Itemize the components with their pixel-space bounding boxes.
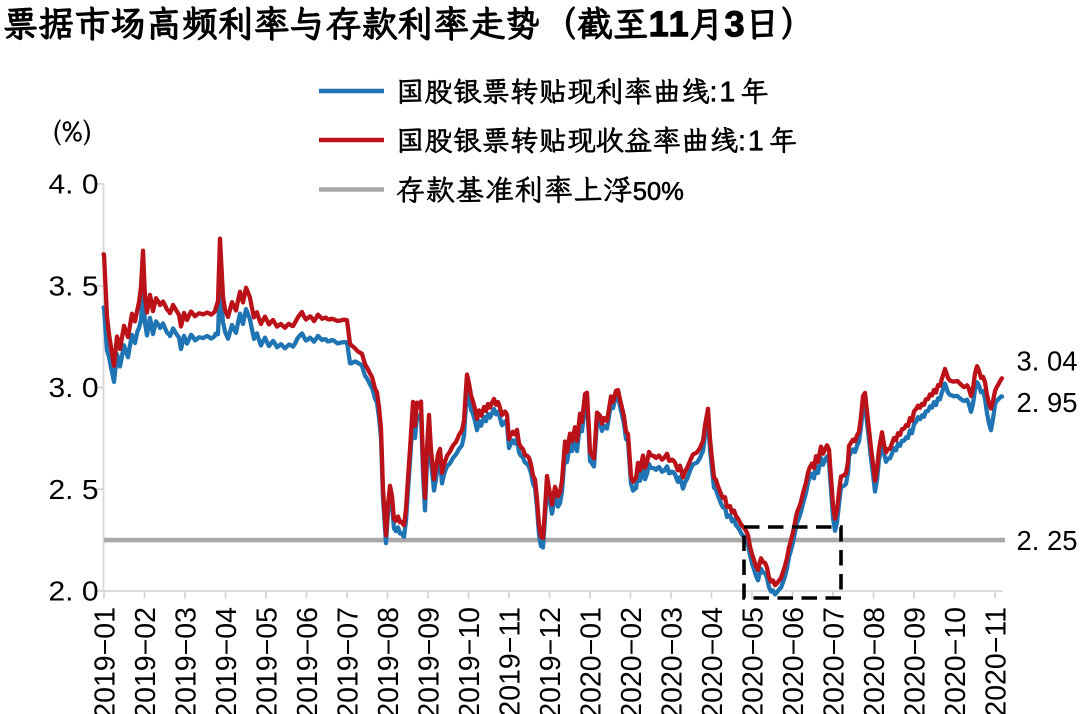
svg-text:2019−12: 2019−12 <box>535 607 567 714</box>
svg-text:2019−03: 2019−03 <box>170 607 202 714</box>
svg-text:3. 5: 3. 5 <box>49 270 99 301</box>
svg-text:2019−08: 2019−08 <box>373 607 405 714</box>
svg-text:2020−10: 2020−10 <box>940 607 972 714</box>
svg-text:2020−06: 2020−06 <box>778 607 810 714</box>
svg-text:2019−07: 2019−07 <box>332 607 364 714</box>
svg-text:2019−09: 2019−09 <box>413 607 445 714</box>
svg-text:2020−02: 2020−02 <box>616 607 648 714</box>
svg-text:2019−05: 2019−05 <box>251 607 283 714</box>
svg-text:2020−07: 2020−07 <box>818 607 850 714</box>
svg-text:2020−11: 2020−11 <box>980 607 1012 714</box>
svg-text:2020−01: 2020−01 <box>575 607 607 714</box>
svg-text:2. 5: 2. 5 <box>49 474 99 505</box>
svg-text:2020−04: 2020−04 <box>697 607 729 714</box>
svg-text:2019−04: 2019−04 <box>211 607 243 714</box>
svg-text:2. 95: 2. 95 <box>1017 387 1078 418</box>
svg-text:2020−05: 2020−05 <box>737 607 769 714</box>
svg-text:2019−01: 2019−01 <box>89 607 121 714</box>
svg-text:2020−09: 2020−09 <box>899 607 931 714</box>
svg-text:2020−03: 2020−03 <box>656 607 688 714</box>
svg-text:3. 0: 3. 0 <box>49 372 99 403</box>
svg-text:2020−08: 2020−08 <box>859 607 891 714</box>
svg-text:3. 04: 3. 04 <box>1017 346 1078 377</box>
svg-text:4. 0: 4. 0 <box>49 169 99 200</box>
svg-text:2. 0: 2. 0 <box>49 576 99 607</box>
svg-text:2. 25: 2. 25 <box>1017 525 1078 556</box>
svg-text:2019−11: 2019−11 <box>494 607 526 714</box>
svg-text:2019−10: 2019−10 <box>454 607 486 714</box>
svg-text:2019−06: 2019−06 <box>292 607 324 714</box>
svg-text:2019−02: 2019−02 <box>130 607 162 714</box>
